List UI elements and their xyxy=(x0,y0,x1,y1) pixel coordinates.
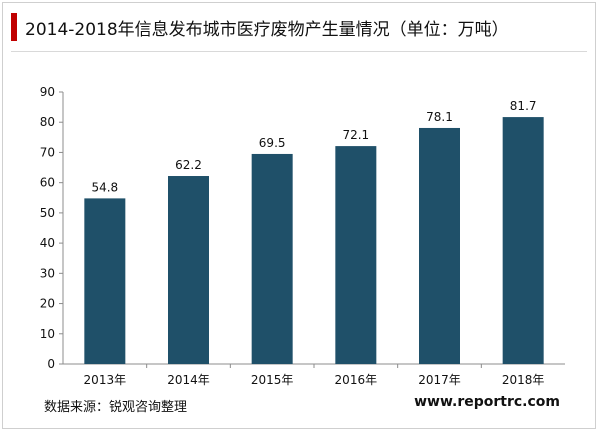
data-label: 69.5 xyxy=(259,136,286,150)
data-label: 81.7 xyxy=(510,99,537,113)
bar xyxy=(168,176,209,364)
source-note: 数据来源：锐观咨询整理 xyxy=(44,400,188,415)
title-accent-bar xyxy=(11,13,17,41)
y-tick-label: 60 xyxy=(40,176,55,190)
x-tick-label: 2018年 xyxy=(502,373,545,387)
y-tick-label: 50 xyxy=(40,206,55,220)
bar xyxy=(84,198,126,364)
bar xyxy=(335,146,377,364)
chart-title: 2014-2018年信息发布城市医疗废物产生量情况（单位：万吨） xyxy=(25,20,509,40)
y-tick-label: 30 xyxy=(40,266,55,280)
website-label: www.reportrc.com xyxy=(414,394,560,410)
data-label: 62.2 xyxy=(175,158,202,172)
y-tick-label: 20 xyxy=(40,297,55,311)
y-tick-label: 80 xyxy=(40,115,55,129)
x-tick-label: 2013年 xyxy=(84,373,127,387)
title-divider xyxy=(11,51,587,52)
y-tick-label: 0 xyxy=(47,357,55,371)
y-tick-label: 70 xyxy=(40,145,55,159)
y-tick-label: 10 xyxy=(40,327,55,341)
y-tick-label: 40 xyxy=(40,236,55,250)
x-tick-label: 2014年 xyxy=(167,373,210,387)
data-label: 72.1 xyxy=(342,128,369,142)
bar xyxy=(251,153,293,364)
y-tick-label: 90 xyxy=(40,85,55,99)
x-tick-label: 2017年 xyxy=(418,373,461,387)
data-label: 54.8 xyxy=(91,180,118,194)
x-tick-label: 2016年 xyxy=(335,373,378,387)
bar xyxy=(502,117,544,364)
x-tick-label: 2015年 xyxy=(251,373,294,387)
bar xyxy=(419,127,460,364)
data-label: 78.1 xyxy=(426,110,453,124)
